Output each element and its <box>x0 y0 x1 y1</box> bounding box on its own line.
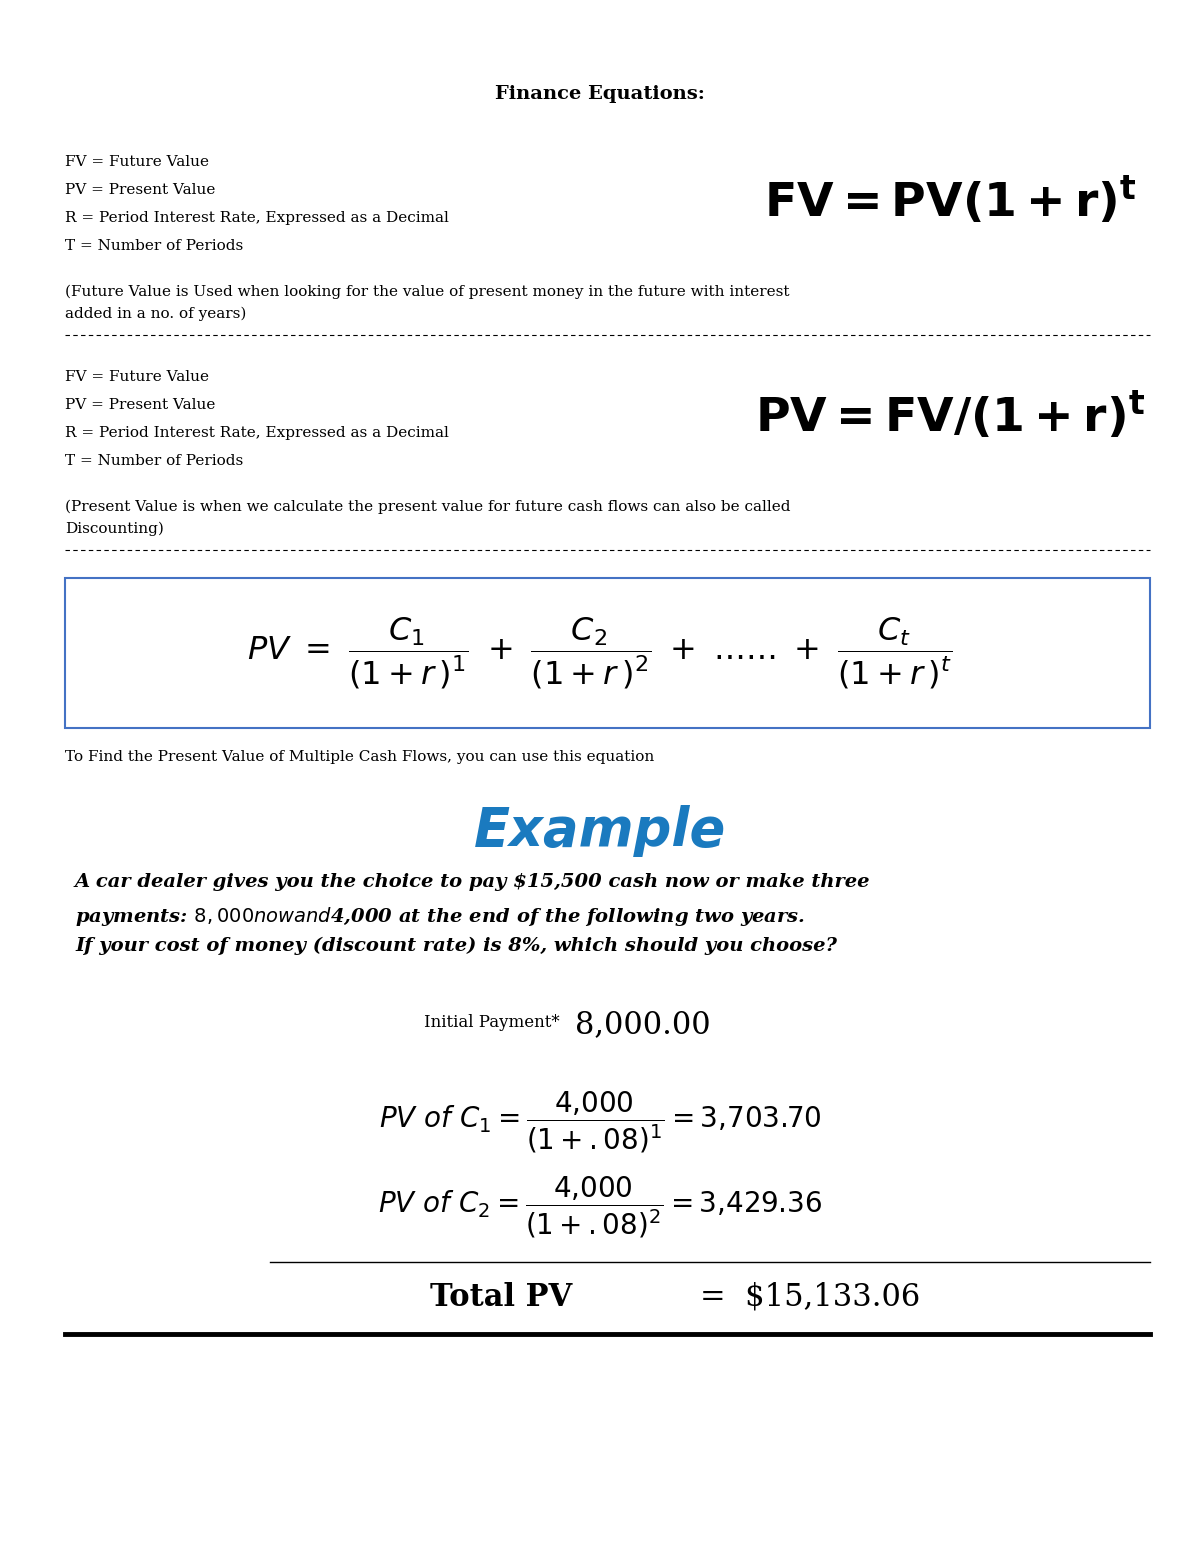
FancyBboxPatch shape <box>65 578 1150 728</box>
Text: If your cost of money (discount rate) is 8%, which should you choose?: If your cost of money (discount rate) is… <box>74 936 836 955</box>
Text: added in a no. of years): added in a no. of years) <box>65 307 246 321</box>
Text: 8,000.00: 8,000.00 <box>575 1009 710 1041</box>
Text: T = Number of Periods: T = Number of Periods <box>65 453 244 467</box>
Text: R = Period Interest Rate, Expressed as a Decimal: R = Period Interest Rate, Expressed as a… <box>65 211 449 225</box>
Text: PV = Present Value: PV = Present Value <box>65 183 215 197</box>
Text: =  $15,133.06: = $15,133.06 <box>700 1281 920 1312</box>
Text: (Future Value is Used when looking for the value of present money in the future : (Future Value is Used when looking for t… <box>65 286 790 300</box>
Text: R = Period Interest Rate, Expressed as a Decimal: R = Period Interest Rate, Expressed as a… <box>65 426 449 439</box>
Text: Total PV: Total PV <box>430 1281 572 1312</box>
Text: $PV\ =\ \dfrac{C_1}{(1+r\,)^1}\ +\ \dfrac{C_2}{(1+r\,)^2}\ +\ \ldots\ldots\ +\ \: $PV\ =\ \dfrac{C_1}{(1+r\,)^1}\ +\ \dfra… <box>247 615 953 691</box>
Text: Discounting): Discounting) <box>65 522 164 536</box>
Text: FV = Future Value: FV = Future Value <box>65 370 209 384</box>
Text: FV = Future Value: FV = Future Value <box>65 155 209 169</box>
Text: $\mathbf{FV = PV(1 + r)^{t}}$: $\mathbf{FV = PV(1 + r)^{t}}$ <box>763 175 1136 227</box>
Text: To Find the Present Value of Multiple Cash Flows, you can use this equation: To Find the Present Value of Multiple Ca… <box>65 750 654 764</box>
Text: (Present Value is when we calculate the present value for future cash flows can : (Present Value is when we calculate the … <box>65 500 791 514</box>
Text: A car dealer gives you the choice to pay $15,500 cash now or make three: A car dealer gives you the choice to pay… <box>74 873 870 891</box>
Text: $PV\ of\ C_2 = \dfrac{4{,}000}{(1+.08)^2} = 3{,}429.36$: $PV\ of\ C_2 = \dfrac{4{,}000}{(1+.08)^2… <box>378 1174 822 1239</box>
Text: Example: Example <box>474 804 726 857</box>
Text: Finance Equations:: Finance Equations: <box>496 85 704 102</box>
Text: $\mathbf{PV = FV/(1+r)^{t}}$: $\mathbf{PV = FV/(1+r)^{t}}$ <box>755 390 1145 443</box>
Text: T = Number of Periods: T = Number of Periods <box>65 239 244 253</box>
Text: Initial Payment*: Initial Payment* <box>425 1014 560 1031</box>
Text: payments: $8,000 now and $4,000 at the end of the following two years.: payments: $8,000 now and $4,000 at the e… <box>74 905 805 929</box>
Text: PV = Present Value: PV = Present Value <box>65 398 215 412</box>
Text: $PV\ of\ C_1 = \dfrac{4{,}000}{(1+.08)^1} = 3{,}703.70$: $PV\ of\ C_1 = \dfrac{4{,}000}{(1+.08)^1… <box>379 1089 821 1154</box>
